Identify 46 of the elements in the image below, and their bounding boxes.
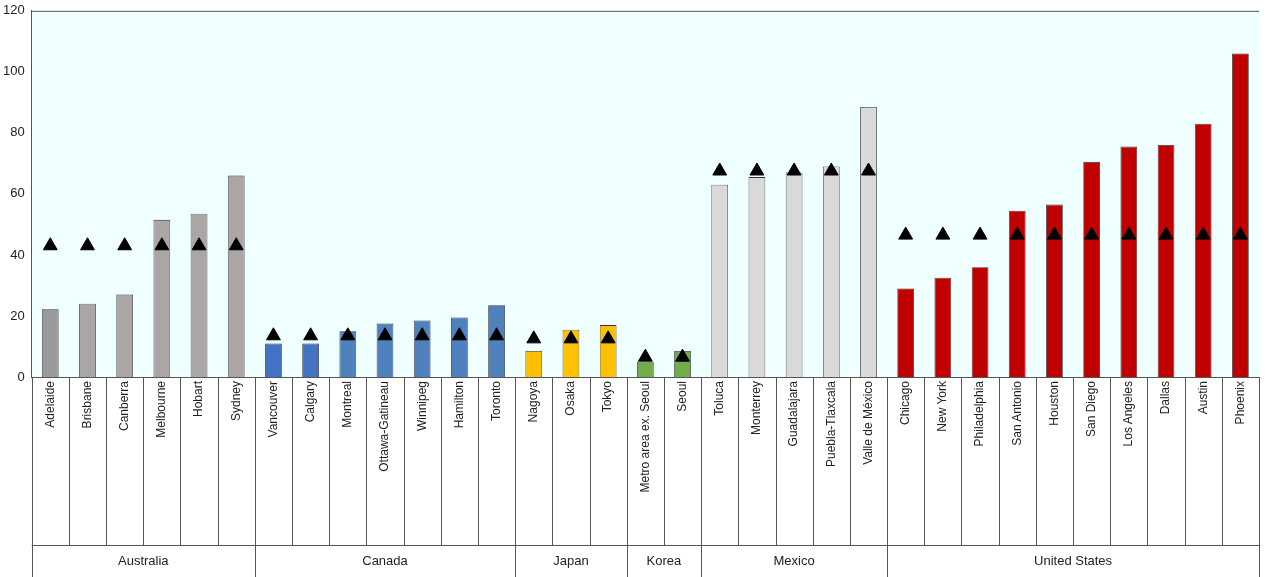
x-tick-label: Winnipeg: [414, 381, 429, 432]
x-tick-label: Seoul: [674, 381, 689, 412]
y-tick-label: 20: [10, 307, 25, 323]
y-tick-label: 0: [17, 368, 25, 384]
x-tick-label: Puebla-Tlaxcala: [823, 380, 838, 468]
x-tick-label: Canberra: [116, 380, 131, 432]
x-tick-label: Philadelphia: [972, 380, 987, 447]
x-tick-label: Guadalajara: [786, 380, 801, 447]
x-tick-label: Nagoya: [526, 380, 541, 423]
text: Australia: [117, 552, 170, 568]
x-tick-label: San Diego: [1083, 380, 1098, 438]
x-tick-label: Melbourne: [154, 380, 169, 438]
y-tick-label: 60: [10, 185, 25, 201]
y-tick-label: 120: [2, 2, 25, 18]
x-tick-label: Vancouver: [265, 381, 280, 438]
text: Japan: [553, 552, 589, 568]
x-tick-label: Tokyo: [600, 380, 615, 413]
x-tick-label: Montreal: [340, 381, 355, 428]
x-tick-label: Osaka: [563, 380, 578, 416]
x-tick-label: Dallas: [1158, 381, 1173, 415]
x-tick-label: Chicago: [898, 380, 912, 426]
x-tick-label: San Antonio: [1009, 380, 1024, 446]
x-tick-label: Valle de México: [860, 380, 875, 465]
y-tick-label: 40: [10, 246, 25, 262]
text: Korea: [646, 552, 683, 568]
text: Canada: [362, 552, 409, 568]
x-tick-label: Metro area ex. Seoul: [637, 381, 652, 493]
y-tick-label: 80: [10, 124, 25, 140]
x-tick-label: Houston: [1046, 381, 1061, 426]
text: United States: [1034, 552, 1113, 568]
x-tick-label: Ottawa-Gatineau: [377, 381, 392, 472]
x-tick-label: Toluca: [712, 380, 727, 416]
x-tick-label: Sydney: [228, 381, 243, 422]
x-tick-label: Calgary: [302, 381, 317, 423]
x-tick-label: Austin: [1195, 381, 1210, 415]
x-tick-label: Hamilton: [451, 381, 466, 429]
x-tick-label: Monterrey: [749, 381, 764, 436]
x-tick-label: Hobart: [191, 380, 206, 418]
x-tick-label: Phoenix: [1232, 381, 1247, 425]
x-tick-label: Toronto: [488, 380, 503, 422]
y-tick-label: 100: [2, 63, 25, 79]
x-tick-label: Brisbane: [79, 380, 94, 429]
x-tick-label: Adelaide: [42, 380, 57, 428]
x-tick-label: New York: [935, 380, 950, 432]
text: Mexico: [773, 552, 815, 568]
x-tick-label: Los Angeles: [1121, 381, 1136, 447]
